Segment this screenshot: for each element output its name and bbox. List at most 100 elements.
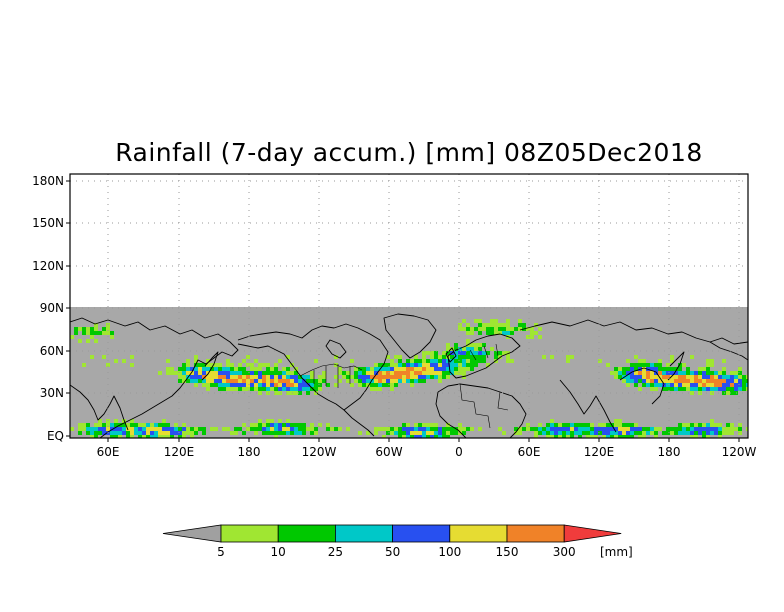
precip-cell: [658, 359, 662, 363]
precip-cell: [430, 375, 434, 379]
precip-cell: [386, 375, 390, 379]
precip-cell: [294, 387, 298, 391]
precip-cell: [242, 367, 246, 371]
precip-cell: [470, 363, 474, 367]
precip-cell: [462, 431, 466, 435]
precip-cell: [446, 359, 450, 363]
precip-cell: [482, 343, 486, 347]
precip-cell: [254, 423, 258, 427]
precip-cell: [114, 431, 118, 435]
precip-cell: [726, 423, 730, 427]
precip-cell: [274, 431, 278, 435]
precip-cell: [622, 431, 626, 435]
precip-cell: [386, 371, 390, 375]
precip-cell: [254, 367, 258, 371]
precip-cell: [434, 427, 438, 431]
precip-cell: [626, 367, 630, 371]
precip-cell: [654, 435, 658, 438]
precip-cell: [594, 431, 598, 435]
precip-cell: [438, 427, 442, 431]
precip-cell: [726, 383, 730, 387]
precip-cell: [386, 355, 390, 359]
precip-cell: [358, 383, 362, 387]
lon-tick-label: 60W: [375, 445, 402, 459]
precip-cell: [478, 351, 482, 355]
precip-cell: [470, 347, 474, 351]
precip-cell: [302, 431, 306, 435]
precip-cell: [642, 427, 646, 431]
precip-cell: [134, 423, 138, 427]
precip-cell: [290, 383, 294, 387]
precip-cell: [350, 359, 354, 363]
precip-cell: [394, 367, 398, 371]
precip-cell: [534, 331, 538, 335]
precip-cell: [70, 427, 74, 431]
precip-cell: [238, 427, 242, 431]
precip-cell: [550, 355, 554, 359]
precip-cell: [482, 359, 486, 363]
precip-cell: [526, 335, 530, 339]
colorbar-label: 150: [496, 545, 519, 559]
precip-cell: [614, 375, 618, 379]
precip-cell: [518, 323, 522, 327]
precip-cell: [298, 383, 302, 387]
precip-cell: [442, 355, 446, 359]
lat-tick-label: 90N: [40, 301, 64, 315]
precip-cell: [402, 431, 406, 435]
precip-cell: [198, 375, 202, 379]
precip-cell: [682, 431, 686, 435]
precip-cell: [170, 427, 174, 431]
precip-cell: [318, 423, 322, 427]
precip-cell: [678, 387, 682, 391]
precip-cell: [310, 423, 314, 427]
precip-cell: [310, 371, 314, 375]
precip-cell: [194, 383, 198, 387]
precip-cell: [318, 379, 322, 383]
precip-cell: [302, 427, 306, 431]
precip-cell: [78, 423, 82, 427]
precip-cell: [214, 383, 218, 387]
precip-cell: [474, 351, 478, 355]
longitude-axis: 60E 120E 180 120W 60W 0 60E 120E 180 120W: [97, 438, 757, 459]
precip-cell: [646, 383, 650, 387]
precip-cell: [374, 371, 378, 375]
precip-cell: [106, 423, 110, 427]
precip-cell: [466, 331, 470, 335]
coast-eurasia-east: [519, 319, 748, 345]
precip-cell: [662, 379, 666, 383]
precip-cell: [598, 359, 602, 363]
precip-cell: [214, 427, 218, 431]
precip-cell: [634, 383, 638, 387]
precip-cell: [158, 427, 162, 431]
precip-cell: [670, 379, 674, 383]
precip-cell: [502, 351, 506, 355]
precip-cell: [674, 431, 678, 435]
precip-cell: [690, 423, 694, 427]
precip-cell: [730, 371, 734, 375]
precip-cell: [450, 367, 454, 371]
precip-cell: [462, 375, 466, 379]
precip-cell: [130, 427, 134, 431]
precip-cell: [710, 375, 714, 379]
precip-cell: [510, 327, 514, 331]
precip-cell: [134, 427, 138, 431]
precip-cell: [150, 431, 154, 435]
precip-cell: [406, 379, 410, 383]
precip-cell: [710, 379, 714, 383]
precip-cell: [614, 367, 618, 371]
precip-cell: [290, 387, 294, 391]
precip-cell: [438, 363, 442, 367]
precip-cell: [698, 427, 702, 431]
precip-cell: [398, 379, 402, 383]
precip-cell: [602, 435, 606, 438]
precip-cell: [178, 375, 182, 379]
precip-cell: [610, 371, 614, 375]
precip-cell: [450, 355, 454, 359]
precip-cell: [190, 367, 194, 371]
precip-cell: [226, 371, 230, 375]
precip-cell: [370, 371, 374, 375]
precip-cell: [550, 435, 554, 438]
precip-cell: [206, 387, 210, 391]
precip-cell: [186, 427, 190, 431]
precip-cell: [698, 375, 702, 379]
